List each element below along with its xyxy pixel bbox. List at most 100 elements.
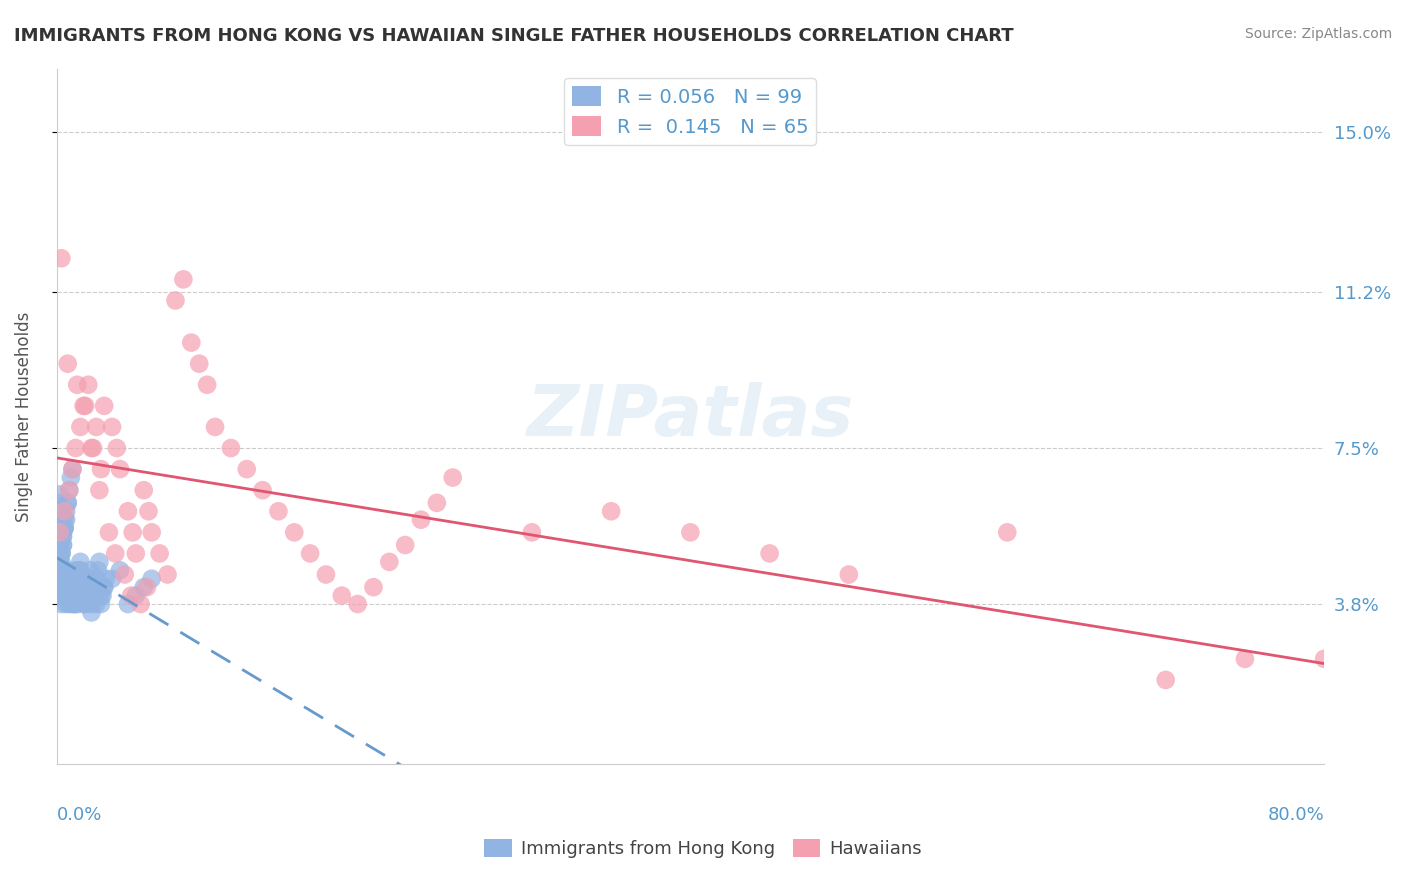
Point	[76, 580, 98, 594]
Point	[58, 589, 80, 603]
Point	[165, 293, 187, 308]
Point	[55, 513, 77, 527]
Point	[67, 580, 90, 594]
Point	[156, 567, 179, 582]
Point	[65, 441, 87, 455]
Text: 0.0%: 0.0%	[56, 806, 103, 824]
Point	[51, 546, 73, 560]
Point	[58, 580, 80, 594]
Point	[55, 572, 77, 586]
Point	[51, 513, 73, 527]
Point	[679, 525, 702, 540]
Y-axis label: Single Father Households: Single Father Households	[15, 311, 32, 522]
Point	[46, 580, 69, 594]
Point	[51, 546, 73, 560]
Point	[346, 597, 368, 611]
Legend: Immigrants from Hong Kong, Hawaiians: Immigrants from Hong Kong, Hawaiians	[477, 831, 929, 865]
Point	[141, 525, 163, 540]
Point	[59, 580, 82, 594]
Point	[46, 572, 69, 586]
Point	[838, 567, 860, 582]
Point	[52, 589, 75, 603]
Point	[91, 589, 114, 603]
Point	[46, 504, 69, 518]
Point	[52, 538, 75, 552]
Text: IMMIGRANTS FROM HONG KONG VS HAWAIIAN SINGLE FATHER HOUSEHOLDS CORRELATION CHART: IMMIGRANTS FROM HONG KONG VS HAWAIIAN SI…	[14, 27, 1014, 45]
Point	[252, 483, 274, 498]
Point	[67, 589, 90, 603]
Point	[87, 563, 110, 577]
Point	[46, 546, 69, 560]
Point	[129, 597, 152, 611]
Point	[63, 597, 86, 611]
Point	[51, 252, 73, 266]
Point	[82, 589, 104, 603]
Point	[70, 572, 93, 586]
Point	[49, 572, 72, 586]
Point	[117, 597, 139, 611]
Point	[49, 525, 72, 540]
Point	[114, 567, 136, 582]
Point	[56, 496, 79, 510]
Point	[82, 441, 104, 455]
Point	[53, 521, 76, 535]
Point	[97, 525, 120, 540]
Point	[75, 597, 97, 611]
Point	[62, 462, 84, 476]
Point	[56, 496, 79, 510]
Point	[62, 597, 84, 611]
Point	[426, 496, 449, 510]
Point	[121, 525, 143, 540]
Point	[53, 580, 76, 594]
Point	[53, 513, 76, 527]
Point	[104, 546, 127, 560]
Point	[80, 441, 103, 455]
Point	[180, 335, 202, 350]
Point	[46, 496, 69, 510]
Point	[49, 538, 72, 552]
Point	[46, 589, 69, 603]
Point	[758, 546, 780, 560]
Point	[135, 580, 157, 594]
Point	[77, 572, 100, 586]
Text: Source: ZipAtlas.com: Source: ZipAtlas.com	[1244, 27, 1392, 41]
Point	[56, 589, 79, 603]
Point	[235, 462, 257, 476]
Point	[46, 584, 69, 599]
Point	[49, 555, 72, 569]
Point	[75, 589, 97, 603]
Point	[66, 572, 89, 586]
Point	[51, 563, 73, 577]
Point	[120, 589, 142, 603]
Point	[600, 504, 623, 518]
Point	[409, 513, 432, 527]
Point	[520, 525, 543, 540]
Point	[65, 563, 87, 577]
Point	[363, 580, 385, 594]
Point	[93, 580, 115, 594]
Point	[49, 563, 72, 577]
Point	[101, 420, 124, 434]
Point	[80, 606, 103, 620]
Point	[125, 546, 148, 560]
Point	[89, 555, 111, 569]
Point	[59, 470, 82, 484]
Point	[267, 504, 290, 518]
Point	[94, 572, 117, 586]
Point	[58, 483, 80, 498]
Point	[63, 589, 86, 603]
Point	[330, 589, 353, 603]
Text: ZIPatlas: ZIPatlas	[527, 382, 853, 450]
Point	[51, 597, 73, 611]
Point	[49, 487, 72, 501]
Point	[117, 504, 139, 518]
Point	[315, 567, 337, 582]
Point	[63, 572, 86, 586]
Point	[66, 589, 89, 603]
Point	[66, 597, 89, 611]
Point	[1313, 652, 1336, 666]
Point	[52, 538, 75, 552]
Point	[72, 399, 94, 413]
Point	[56, 563, 79, 577]
Point	[441, 470, 464, 484]
